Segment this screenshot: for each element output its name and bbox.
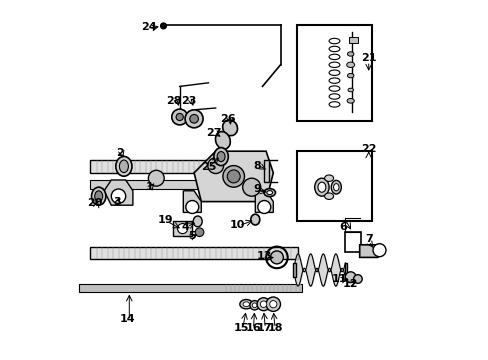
- Circle shape: [176, 113, 183, 121]
- Text: 24: 24: [141, 22, 157, 32]
- Ellipse shape: [264, 189, 275, 197]
- Polygon shape: [104, 180, 133, 205]
- Text: 28: 28: [166, 96, 182, 106]
- Ellipse shape: [260, 301, 266, 307]
- Ellipse shape: [91, 187, 106, 205]
- Circle shape: [171, 109, 187, 125]
- Text: 2: 2: [116, 148, 124, 158]
- Ellipse shape: [222, 120, 237, 136]
- Ellipse shape: [243, 302, 249, 307]
- Circle shape: [270, 251, 283, 264]
- Text: 8: 8: [253, 161, 261, 171]
- Ellipse shape: [317, 182, 325, 192]
- Ellipse shape: [250, 214, 259, 225]
- Text: 9: 9: [253, 184, 261, 194]
- Circle shape: [111, 189, 125, 203]
- Text: 12: 12: [342, 279, 358, 289]
- Text: 6: 6: [339, 222, 347, 232]
- Text: 19: 19: [157, 215, 173, 225]
- Ellipse shape: [324, 175, 333, 181]
- Text: 21: 21: [360, 53, 376, 63]
- Text: 26: 26: [220, 114, 236, 124]
- Circle shape: [185, 110, 203, 128]
- Text: 23: 23: [181, 96, 196, 106]
- Ellipse shape: [95, 191, 102, 202]
- Ellipse shape: [217, 152, 224, 162]
- Text: 11: 11: [331, 274, 347, 284]
- Text: 5: 5: [188, 231, 196, 241]
- Text: 3: 3: [113, 197, 120, 207]
- Ellipse shape: [213, 148, 228, 166]
- Bar: [345, 232, 361, 252]
- Ellipse shape: [347, 52, 353, 56]
- Bar: [172, 221, 192, 236]
- Bar: [264, 160, 268, 182]
- Bar: [89, 180, 258, 189]
- Text: 16: 16: [245, 323, 261, 333]
- Ellipse shape: [116, 156, 132, 176]
- Bar: [89, 160, 258, 173]
- Text: 13: 13: [256, 251, 271, 261]
- Text: 25: 25: [201, 162, 216, 172]
- Ellipse shape: [346, 99, 354, 103]
- Ellipse shape: [314, 178, 328, 196]
- Text: 10: 10: [229, 220, 244, 230]
- Polygon shape: [255, 191, 273, 212]
- Circle shape: [160, 23, 166, 29]
- Bar: [79, 284, 302, 292]
- Circle shape: [185, 201, 199, 213]
- Ellipse shape: [119, 160, 128, 173]
- Ellipse shape: [239, 300, 252, 309]
- Circle shape: [195, 228, 203, 237]
- Bar: [344, 263, 347, 274]
- Circle shape: [345, 272, 355, 283]
- Ellipse shape: [330, 180, 341, 194]
- Circle shape: [242, 178, 260, 196]
- Ellipse shape: [269, 301, 276, 308]
- Text: 20: 20: [87, 198, 102, 208]
- Ellipse shape: [266, 191, 272, 195]
- Circle shape: [353, 275, 362, 283]
- Text: 1: 1: [145, 182, 153, 192]
- Ellipse shape: [347, 73, 353, 78]
- Text: 18: 18: [267, 323, 282, 333]
- Polygon shape: [194, 151, 273, 202]
- Circle shape: [372, 244, 385, 257]
- Bar: [296, 25, 371, 121]
- Ellipse shape: [249, 301, 259, 310]
- Text: 27: 27: [206, 128, 221, 138]
- Bar: [348, 37, 357, 43]
- Circle shape: [189, 114, 198, 123]
- Circle shape: [148, 170, 164, 186]
- Ellipse shape: [193, 216, 202, 227]
- Text: 15: 15: [233, 323, 248, 333]
- Circle shape: [207, 158, 223, 174]
- Ellipse shape: [333, 184, 338, 191]
- Polygon shape: [183, 191, 201, 212]
- Circle shape: [223, 166, 244, 187]
- Polygon shape: [359, 245, 384, 257]
- Ellipse shape: [346, 62, 354, 68]
- Text: 17: 17: [256, 323, 271, 333]
- Ellipse shape: [252, 303, 256, 307]
- Bar: [296, 151, 371, 221]
- Ellipse shape: [257, 298, 269, 311]
- Ellipse shape: [265, 297, 280, 311]
- Circle shape: [227, 170, 240, 183]
- Ellipse shape: [215, 132, 230, 149]
- Circle shape: [257, 201, 270, 213]
- Circle shape: [177, 224, 187, 234]
- Ellipse shape: [347, 88, 353, 92]
- Text: 4: 4: [181, 222, 189, 232]
- Text: 7: 7: [364, 234, 372, 244]
- Ellipse shape: [324, 193, 333, 199]
- Bar: [292, 263, 295, 277]
- Text: 22: 22: [360, 144, 376, 154]
- Text: 14: 14: [120, 314, 135, 324]
- Bar: [89, 247, 298, 259]
